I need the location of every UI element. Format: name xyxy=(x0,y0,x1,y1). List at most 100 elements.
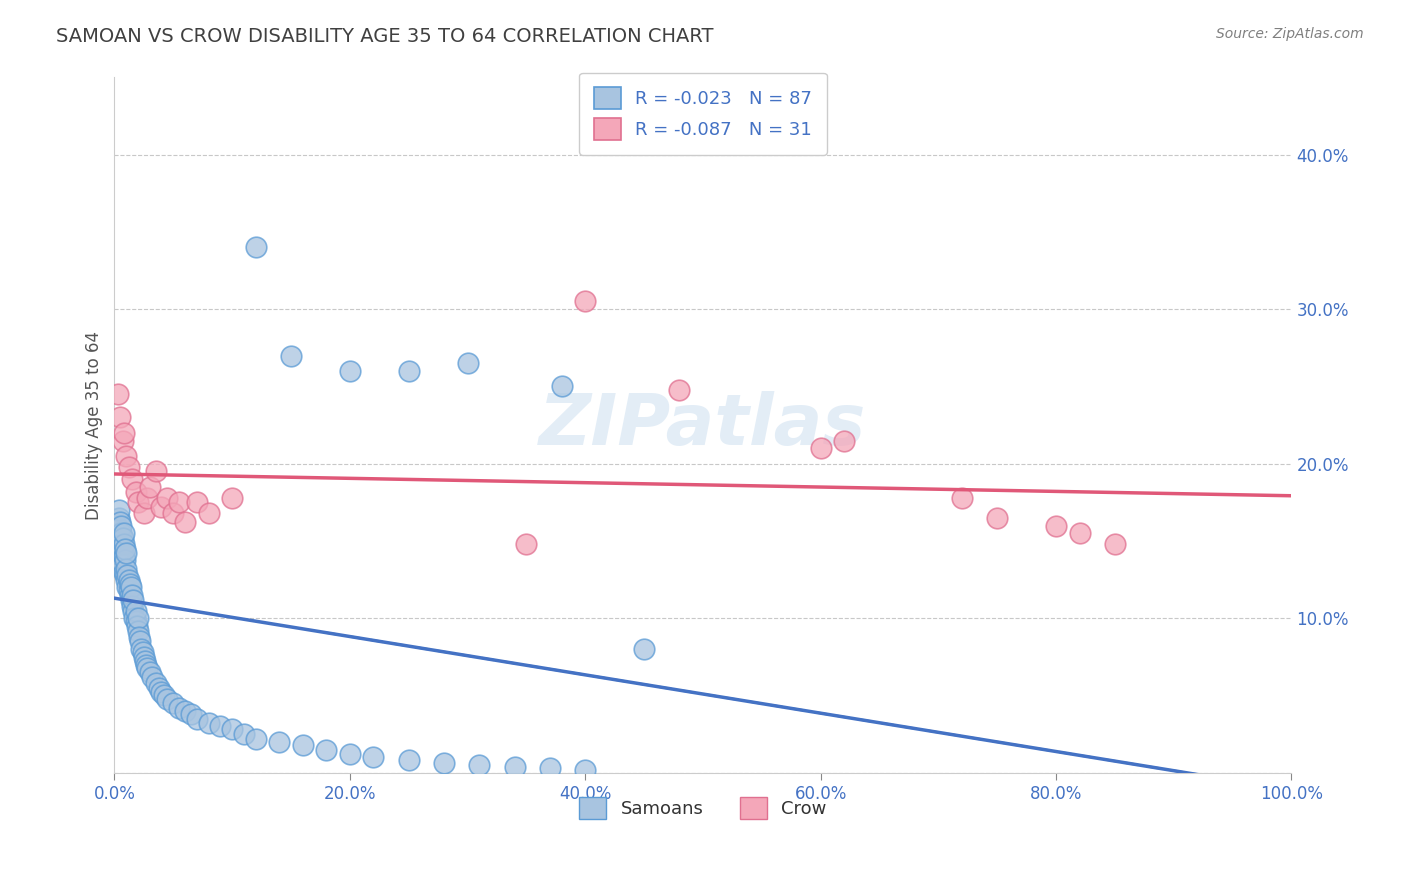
Point xyxy=(136,491,159,505)
Point xyxy=(120,580,142,594)
Point xyxy=(110,518,132,533)
Point xyxy=(433,756,456,771)
Point xyxy=(515,537,537,551)
Legend: Samoans, Crow: Samoans, Crow xyxy=(565,782,841,833)
Point xyxy=(986,510,1008,524)
Point xyxy=(111,541,134,556)
Point xyxy=(111,557,134,571)
Point xyxy=(1104,537,1126,551)
Point xyxy=(124,611,146,625)
Point xyxy=(167,701,190,715)
Point xyxy=(124,484,146,499)
Point xyxy=(107,387,129,401)
Point xyxy=(121,588,143,602)
Point xyxy=(141,670,163,684)
Point xyxy=(950,491,973,505)
Point xyxy=(538,761,561,775)
Point xyxy=(162,506,184,520)
Point xyxy=(269,735,291,749)
Point xyxy=(156,491,179,505)
Point xyxy=(280,349,302,363)
Point xyxy=(110,549,132,564)
Point xyxy=(363,750,385,764)
Point xyxy=(197,506,219,520)
Point xyxy=(174,704,197,718)
Point xyxy=(117,568,139,582)
Point xyxy=(127,495,149,509)
Point xyxy=(398,753,420,767)
Point xyxy=(117,573,139,587)
Point xyxy=(136,661,159,675)
Point xyxy=(574,294,596,309)
Point xyxy=(148,681,170,695)
Point xyxy=(153,689,176,703)
Point xyxy=(120,592,142,607)
Point xyxy=(174,516,197,530)
Point xyxy=(145,465,167,479)
Point xyxy=(110,526,132,541)
Point xyxy=(197,716,219,731)
Point xyxy=(121,599,143,613)
Point xyxy=(339,747,361,762)
Point xyxy=(115,449,138,463)
Point xyxy=(110,541,132,556)
Point xyxy=(115,546,138,560)
Point xyxy=(121,472,143,486)
Point xyxy=(122,603,145,617)
Point xyxy=(186,712,208,726)
Point xyxy=(150,500,173,514)
Point xyxy=(124,603,146,617)
Point xyxy=(1045,518,1067,533)
Point xyxy=(668,383,690,397)
Point xyxy=(108,522,131,536)
Point xyxy=(107,537,129,551)
Point xyxy=(810,442,832,456)
Point xyxy=(503,759,526,773)
Point xyxy=(167,495,190,509)
Point xyxy=(156,691,179,706)
Point xyxy=(110,533,132,548)
Point xyxy=(135,657,157,672)
Point xyxy=(111,434,134,448)
Point xyxy=(105,518,128,533)
Point xyxy=(138,665,160,680)
Point xyxy=(132,506,155,520)
Point xyxy=(339,364,361,378)
Point xyxy=(131,645,153,659)
Point xyxy=(115,573,138,587)
Point xyxy=(574,763,596,777)
Point xyxy=(633,642,655,657)
Point xyxy=(118,577,141,591)
Point xyxy=(108,503,131,517)
Point xyxy=(468,758,491,772)
Point xyxy=(457,356,479,370)
Point xyxy=(117,580,139,594)
Point xyxy=(117,459,139,474)
Point xyxy=(110,516,132,530)
Point xyxy=(315,742,337,756)
Point xyxy=(114,541,136,556)
Point xyxy=(245,731,267,746)
Point xyxy=(221,723,243,737)
Point xyxy=(112,526,135,541)
Point xyxy=(112,549,135,564)
Text: SAMOAN VS CROW DISABILITY AGE 35 TO 64 CORRELATION CHART: SAMOAN VS CROW DISABILITY AGE 35 TO 64 C… xyxy=(56,27,714,45)
Point xyxy=(1069,526,1091,541)
Point xyxy=(108,510,131,524)
Text: Source: ZipAtlas.com: Source: ZipAtlas.com xyxy=(1216,27,1364,41)
Point xyxy=(115,562,138,576)
Point xyxy=(118,588,141,602)
Point xyxy=(138,480,160,494)
Point xyxy=(124,615,146,629)
Point xyxy=(398,364,420,378)
Point xyxy=(129,634,152,648)
Y-axis label: Disability Age 35 to 64: Disability Age 35 to 64 xyxy=(86,331,103,520)
Point xyxy=(107,526,129,541)
Point xyxy=(112,565,135,579)
Point xyxy=(145,676,167,690)
Point xyxy=(127,611,149,625)
Point xyxy=(125,619,148,633)
Point xyxy=(114,568,136,582)
Point xyxy=(112,537,135,551)
Point xyxy=(110,537,132,551)
